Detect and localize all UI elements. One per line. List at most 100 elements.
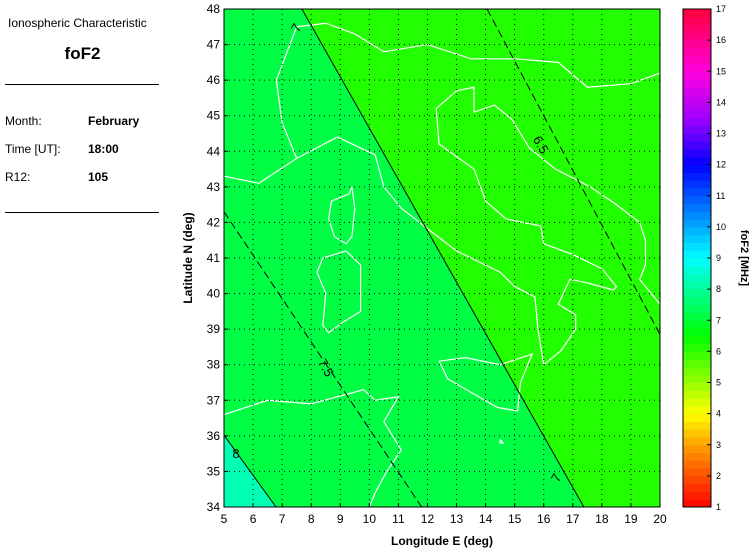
colorbar-segment [683, 475, 711, 485]
subtitle: Ionospheric Characteristic [8, 16, 147, 30]
colorbar-segment [683, 110, 711, 119]
colorbar-segment [683, 234, 711, 243]
colorbar-segment [683, 149, 711, 158]
x-tick-label: 5 [221, 512, 228, 526]
r12-value: 105 [88, 170, 109, 184]
colorbar-segment [683, 102, 711, 111]
colorbar-segment [683, 117, 711, 127]
colorbar-segment [683, 491, 711, 500]
colorbar-segment [683, 328, 711, 337]
x-tick-label: 8 [308, 512, 315, 526]
colorbar-tick-label: 2 [716, 471, 721, 481]
colorbar-tick-label: 14 [716, 97, 726, 107]
y-tick-label: 41 [207, 251, 221, 265]
colorbar-segment [683, 226, 711, 236]
colorbar-tick-label: 15 [716, 66, 726, 76]
coastline [316, 250, 362, 334]
colorbar-segment [683, 187, 711, 197]
colorbar-label: foF2 [MHz] [738, 230, 750, 287]
colorbar-segment [683, 444, 711, 454]
colorbar-tick-label: 6 [716, 346, 721, 356]
map-plot: 776.57.58 [223, 8, 661, 508]
colorbar-segment [683, 40, 711, 49]
contour-label: 8 [232, 446, 239, 461]
colorbar-tick-label: 4 [716, 409, 721, 419]
x-axis-label: Longitude E (deg) [391, 534, 493, 548]
y-tick-label: 47 [207, 38, 221, 52]
contour-6.5 [486, 8, 661, 335]
x-tick-label: 20 [653, 512, 667, 526]
colorbar-tick-label: 7 [716, 315, 721, 325]
x-tick-label: 15 [508, 512, 522, 526]
colorbar-segment [683, 382, 711, 391]
colorbar-segment [683, 86, 711, 96]
colorbar-segment [683, 429, 711, 438]
contour-8 [223, 434, 277, 508]
colorbar-tick-label: 10 [716, 222, 726, 232]
colorbar-segment [683, 320, 711, 329]
colorbar-tick-label: 17 [716, 4, 726, 14]
colorbar-segment [683, 304, 711, 313]
colorbar-segment [683, 483, 711, 492]
coastline [438, 353, 534, 412]
y-tick-label: 45 [207, 109, 221, 123]
colorbar-segment [683, 390, 711, 399]
colorbar-segment [683, 405, 711, 415]
colorbar-segment [683, 281, 711, 290]
r12-label: R12: [5, 170, 31, 184]
colorbar-segment [683, 468, 711, 477]
x-tick-label: 18 [595, 512, 609, 526]
colorbar-segment [683, 452, 711, 461]
y-tick-label: 46 [207, 73, 221, 87]
y-tick-label: 44 [207, 144, 221, 158]
colorbar-segment [683, 125, 711, 134]
colorbar-segment [683, 436, 711, 446]
y-tick-label: 37 [207, 393, 221, 407]
x-tick-label: 9 [337, 512, 344, 526]
coastline [499, 439, 505, 444]
colorbar-tick-label: 16 [716, 35, 726, 45]
colorbar-segment [683, 250, 711, 259]
colorbar-tick-label: 1 [716, 502, 721, 512]
colorbar-segment [683, 24, 711, 33]
colorbar-segment [683, 366, 711, 376]
colorbar-segment [683, 258, 711, 267]
x-tick-label: 13 [450, 512, 464, 526]
colorbar-tick-label: 13 [716, 129, 726, 139]
contour-7 [301, 8, 585, 508]
map-axes: 5 6 7 8 9 10 11 12 13 14 15 16 17 18 19 20 34 35 36 37 38 39 4… [207, 2, 667, 526]
colorbar-segment [683, 211, 711, 220]
colorbar-segment [683, 195, 711, 205]
month-value: February [88, 114, 140, 128]
colorbar-segment [683, 421, 711, 430]
colorbar-segment [683, 273, 711, 282]
colorbar-segment [683, 32, 711, 41]
colorbar-segment [683, 180, 711, 189]
time-label: Time [UT]: [5, 142, 61, 156]
colorbar-segment [683, 374, 711, 383]
y-tick-label: 40 [207, 287, 221, 301]
colorbar-segment [683, 312, 711, 321]
colorbar-segment [683, 133, 711, 142]
coastline [223, 86, 661, 366]
colorbar-tick-label: 9 [716, 253, 721, 263]
colorbar-segment [683, 499, 711, 508]
coastline [328, 186, 356, 245]
x-tick-label: 17 [566, 512, 580, 526]
x-tick-label: 14 [479, 512, 493, 526]
colorbar-segment [683, 460, 711, 469]
colorbar-segment [683, 398, 711, 407]
colorbar-segment [683, 55, 711, 64]
colorbar-segment [683, 9, 711, 18]
colorbar-segment [683, 16, 711, 26]
coastline [275, 22, 661, 159]
colorbar-segment [683, 265, 711, 275]
y-tick-label: 48 [207, 2, 221, 16]
divider [5, 84, 159, 85]
y-tick-label: 39 [207, 322, 221, 336]
y-tick-label: 43 [207, 180, 221, 194]
y-axis-label: Latitude N (deg) [181, 212, 195, 303]
coastline [223, 388, 403, 508]
y-tick-label: 36 [207, 429, 221, 443]
